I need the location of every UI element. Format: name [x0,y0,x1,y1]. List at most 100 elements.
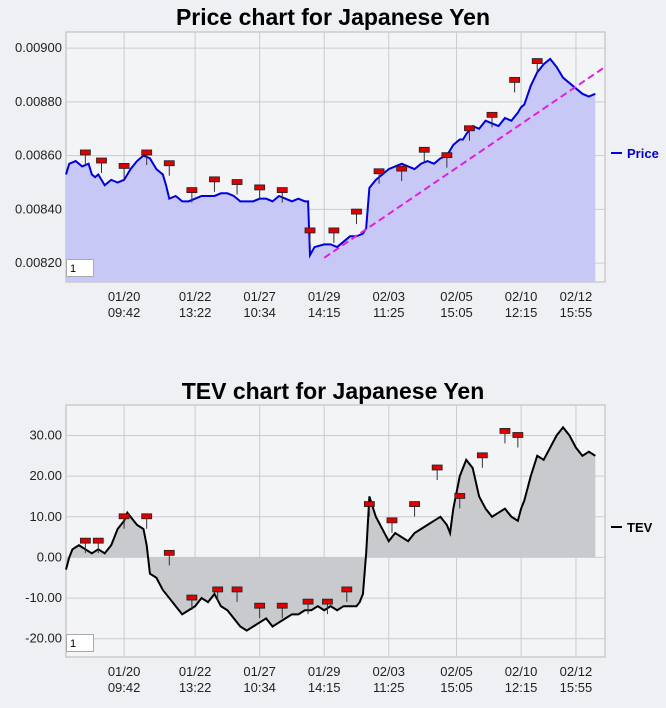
tev-x-tick-time: 11:25 [373,680,405,695]
marker-flag [486,111,498,118]
marker-flag [431,464,443,471]
marker-flag [302,598,314,605]
marker-flag [186,187,198,194]
marker-flag [118,513,130,520]
price-y-tick-label: 0.00820 [15,255,62,270]
marker-flag [476,452,488,459]
tev-chart-title: TEV chart for Japanese Yen [181,378,485,404]
price-chart-title: Price chart for Japanese Yen [175,4,491,30]
price-signal-marker [276,187,288,203]
price-signal-marker [396,165,408,182]
tev-x-tick-time: 14:15 [308,680,341,695]
price-x-tick-time: 12:15 [505,305,538,320]
marker-flag [254,602,266,609]
price-signal-marker [418,146,430,163]
price-x-tick-time: 15:05 [440,305,473,320]
tev-y-tick-label: 20.00 [29,468,62,483]
tev-x-tick-date: 02/05 [440,664,473,679]
marker-flag [231,586,243,593]
price-x-tick-time: 15:55 [560,305,593,320]
marker-flag [409,501,420,507]
tev-x-tick-date: 02/12 [560,664,593,679]
tev-signal-marker [141,513,153,529]
price-x-tick-date: 01/27 [243,289,276,304]
price-x-tick-date: 02/03 [372,289,405,304]
tev-x-tick-date: 01/29 [308,664,341,679]
price-x-tick-date: 02/10 [505,289,538,304]
marker-flag [209,176,220,183]
price-page-input[interactable]: 1 [66,259,94,277]
tev-x-tick-date: 01/22 [179,664,212,679]
price-trendline [323,66,606,259]
tev-signal-marker [186,594,198,611]
tev-signal-marker [499,428,511,444]
price-x-tick-time: 14:15 [308,305,341,320]
price-signal-marker [304,227,316,243]
tev-signal-marker [512,432,524,448]
tev-x-tick-date: 02/10 [505,664,538,679]
tev-legend-label: TEV [627,520,653,535]
tev-x-tick-date: 01/20 [108,664,141,679]
price-y-tick-label: 0.00880 [15,94,62,109]
tev-x-tick-date: 02/03 [372,664,405,679]
price-signal-marker [441,152,453,168]
tev-signal-marker [476,452,488,468]
tev-signal-marker [341,586,353,602]
price-x-tick-time: 13:22 [179,305,212,320]
price-x-tick-date: 02/05 [440,289,473,304]
tev-signal-marker [79,537,91,554]
tev-y-tick-label: -10.00 [25,590,62,605]
tev-page-input[interactable]: 1 [66,634,94,652]
marker-flag [79,537,91,544]
marker-flag [328,227,340,234]
marker-flag [351,208,362,215]
price-signal-marker [486,111,498,128]
price-y-tick-label: 0.00900 [15,40,62,55]
marker-flag [276,187,288,194]
marker-flag [79,149,91,156]
marker-flag [231,179,243,185]
tev-signal-marker [118,513,130,529]
marker-flag [141,513,153,520]
tev-signal-marker [431,464,443,480]
price-x-tick-date: 01/22 [179,289,212,304]
price-signal-marker [186,187,198,203]
tev-x-tick-time: 12:15 [505,680,538,695]
tev-x-tick-time: 09:42 [108,680,141,695]
marker-flag [454,493,466,499]
marker-flag [141,149,153,156]
price-signal-marker [351,208,362,225]
tev-area-fill [66,427,596,631]
tev-signal-marker [322,598,333,615]
tev-signal-marker [409,501,420,517]
price-signal-marker [254,184,266,200]
price-legend-label: Price [627,146,659,161]
price-y-tick-label: 0.00840 [15,201,62,216]
tev-signal-marker [454,493,466,509]
price-signal-marker [231,179,243,195]
price-signal-marker [373,168,385,184]
marker-flag [254,184,266,191]
marker-flag [212,586,224,593]
marker-flag [322,598,333,605]
marker-flag [341,586,353,593]
marker-flag [363,501,375,507]
tev-y-tick-label: 0.00 [37,549,62,564]
price-signal-marker [79,149,91,165]
marker-flag [118,163,130,169]
marker-flag [163,160,175,167]
tev-y-tick-label: 10.00 [29,509,62,524]
price-y-tick-label: 0.00860 [15,148,62,163]
tev-signal-marker [92,537,104,554]
price-signal-marker [328,227,340,243]
marker-flag [418,146,430,153]
tev-signal-marker [254,602,266,619]
marker-flag [512,432,524,438]
price-signal-marker [464,125,475,141]
price-x-tick-date: 01/20 [108,289,141,304]
price-x-tick-date: 01/29 [308,289,341,304]
marker-flag [531,58,543,64]
marker-flag [163,549,175,556]
price-signal-marker [141,149,153,165]
